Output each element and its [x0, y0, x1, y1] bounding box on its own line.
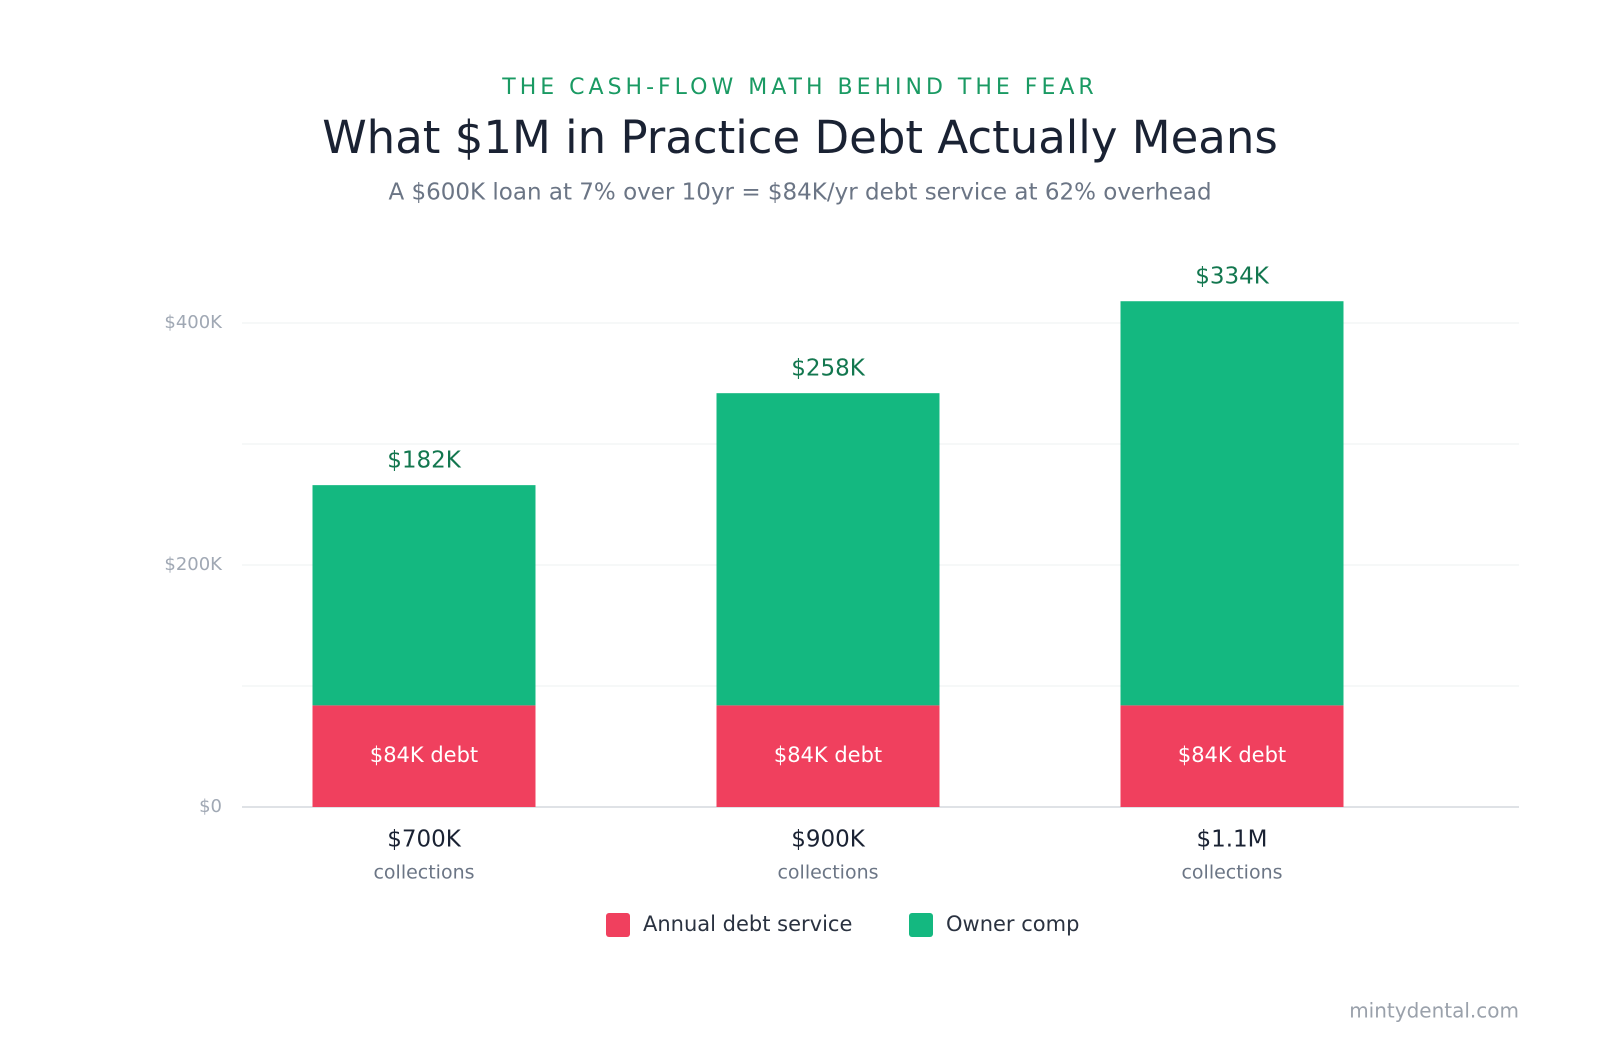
y-tick-label: $400K — [164, 312, 223, 333]
x-tick-label: $900K — [791, 827, 866, 853]
chart-subtitle: A $600K loan at 7% over 10yr = $84K/yr d… — [388, 180, 1211, 206]
bar-segment — [716, 393, 940, 706]
data-label: $84K debt — [370, 743, 478, 767]
bar-segment — [312, 705, 536, 807]
bar-segment — [1120, 705, 1344, 807]
legend-swatch — [606, 913, 630, 937]
source: mintydental.com — [1349, 999, 1519, 1023]
chart-title: What $1M in Practice Debt Actually Means — [322, 111, 1278, 164]
bar-segment — [716, 705, 940, 807]
x-tick-label: $700K — [387, 827, 462, 853]
legend-swatch — [909, 913, 933, 937]
data-label: $182K — [387, 448, 462, 474]
bar-segment — [312, 485, 536, 706]
y-tick-label: $200K — [164, 554, 223, 575]
data-label: $334K — [1195, 264, 1270, 290]
x-tick-note: collections — [373, 862, 474, 884]
y-tick-label: $0 — [199, 796, 222, 817]
data-label: $258K — [791, 356, 866, 382]
bar-segment — [1120, 301, 1344, 706]
data-label: $84K debt — [1178, 743, 1286, 767]
chart-eyebrow: THE CASH-FLOW MATH BEHIND THE FEAR — [501, 75, 1097, 100]
x-tick-label: $1.1M — [1196, 827, 1267, 853]
legend-label: Annual debt service — [643, 912, 852, 936]
x-tick-note: collections — [1181, 862, 1282, 884]
x-tick-note: collections — [777, 862, 878, 884]
legend-label: Owner comp — [946, 912, 1079, 936]
data-label: $84K debt — [774, 743, 882, 767]
